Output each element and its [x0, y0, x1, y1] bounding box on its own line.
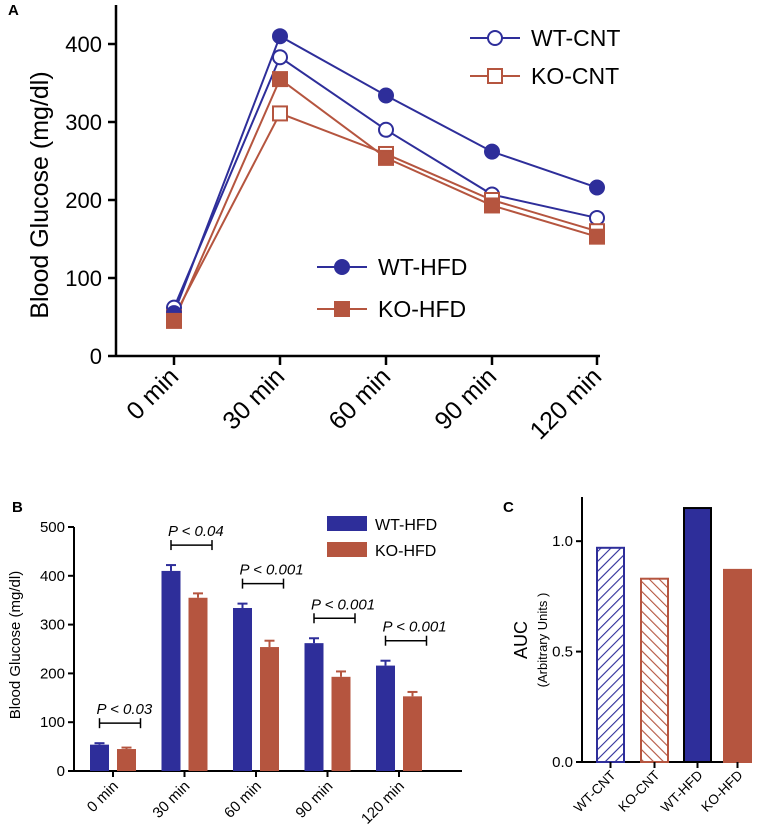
- panel-b-y-tick-label: 200: [40, 665, 65, 682]
- panel-b-p-value: P < 0.001: [311, 596, 375, 613]
- panel-c-bar-wt-cnt: [596, 546, 625, 764]
- panel-b-p-value: P < 0.001: [383, 619, 447, 636]
- panel-c-y-axis-label: AUC: [511, 621, 531, 659]
- panel-a-legend-label-ko-cnt: KO-CNT: [531, 63, 619, 89]
- panel-c-y-tick-label: 0.5: [552, 644, 573, 661]
- panel-a-line-chart: Blood Glucose (mg/dl) 0 100 200 300 400 0 min…: [26, 5, 620, 445]
- panel-b-x-tick-label: 60 min: [221, 778, 265, 822]
- panel-c-y-tick-label: 1.0: [552, 533, 573, 550]
- panel-b-bar-wt-hfd: [376, 665, 395, 771]
- panel-b-x-tick-label: 30 min: [149, 778, 193, 822]
- panel-label-a: A: [8, 2, 19, 19]
- panel-a-legend-marker-wt-hfd: [334, 259, 350, 275]
- panel-a-point-wt-hfd: [589, 179, 605, 196]
- panel-a-point-ko-cnt: [272, 105, 288, 122]
- panel-c-x-tick-label: KO-CNT: [615, 768, 662, 815]
- panel-b-x-tick-label: 0 min: [84, 778, 122, 816]
- panel-c-y-axis-sublabel: (Arbitrary Units ): [535, 593, 550, 688]
- panel-b-p-value: P < 0.04: [168, 523, 224, 540]
- panel-a-point-ko-hfd: [589, 228, 605, 245]
- panel-a-point-ko-hfd: [378, 149, 394, 166]
- panel-a-x-tick-label: 120 min: [525, 362, 608, 445]
- panel-a-point-ko-hfd: [272, 71, 288, 88]
- panel-b-bar-wt-hfd: [90, 744, 109, 771]
- panel-a-point-wt-cnt: [272, 49, 288, 66]
- panel-a-point-wt-hfd: [378, 87, 394, 104]
- panel-a-y-tick-label: 100: [65, 266, 102, 291]
- panel-a-line-ko-cnt: [173, 112, 598, 318]
- panel-a-point-ko-hfd: [166, 312, 182, 329]
- panel-b-legend-label-wt-hfd: WT-HFD: [375, 517, 437, 534]
- panel-b-bar-wt-hfd: [304, 643, 324, 771]
- panel-a-point-wt-cnt: [378, 121, 394, 138]
- panel-b-bar-ko-hfd: [331, 676, 351, 771]
- panel-a-legend-label-wt-hfd: WT-HFD: [378, 254, 467, 280]
- panel-b-bar-ko-hfd: [260, 647, 279, 771]
- panel-b-y-tick-label: 400: [40, 568, 65, 585]
- panel-a-y-tick-label: 0: [90, 344, 102, 369]
- panel-b-x-tick-label: 120 min: [358, 778, 408, 828]
- panel-b-bar-chart: Blood Glucose (mg/dl) 0 100 200 300 400 500 0 …: [7, 516, 462, 828]
- panel-a-y-tick-label: 300: [65, 110, 102, 135]
- panel-c-bar-wt-hfd: [683, 507, 712, 763]
- panel-b-bar-ko-hfd: [403, 696, 422, 771]
- panel-a-point-wt-hfd: [484, 143, 500, 160]
- panel-a-x-tick-label: 90 min: [429, 362, 502, 435]
- panel-a-x-tick-label: 60 min: [323, 362, 396, 435]
- panel-b-p-value: P < 0.001: [240, 562, 304, 579]
- panel-c-y-tick-label: 0.0: [552, 754, 573, 771]
- panel-label-b: B: [12, 499, 23, 516]
- panel-a-legend-marker-wt-cnt: [487, 30, 503, 46]
- panel-a-point-wt-hfd: [272, 28, 288, 45]
- panel-a-point-wt-cnt: [589, 209, 605, 226]
- panel-b-y-axis-label: Blood Glucose (mg/dl): [7, 571, 24, 719]
- panel-a-line-ko-hfd: [173, 77, 598, 322]
- panel-b-y-tick-label: 0: [57, 763, 65, 780]
- panel-c-x-tick-label: WT-HFD: [658, 767, 706, 815]
- panel-a-y-tick-label: 200: [65, 188, 102, 213]
- panel-a-y-axis-label: Blood Glucose (mg/dl): [26, 71, 54, 318]
- panel-b-bar-ko-hfd: [188, 597, 208, 771]
- panel-b-legend-label-ko-hfd: KO-HFD: [375, 543, 436, 560]
- panel-b-bar-wt-hfd: [161, 570, 181, 771]
- panel-b-y-tick-label: 300: [40, 617, 65, 634]
- panel-b-bar-wt-hfd: [233, 608, 252, 771]
- panel-a-x-tick-label: 30 min: [217, 362, 290, 435]
- panel-a-legend-label-wt-cnt: WT-CNT: [531, 25, 620, 51]
- panel-c-x-tick-label: WT-CNT: [571, 768, 619, 816]
- panel-c-bar-ko-cnt: [640, 577, 669, 763]
- panel-b-bar-ko-hfd: [117, 749, 136, 771]
- panel-b-x-tick-label: 90 min: [292, 778, 336, 822]
- panel-a-legend-label-ko-hfd: KO-HFD: [378, 296, 466, 322]
- panel-b-y-tick-label: 100: [40, 714, 65, 731]
- panel-a-x-tick-label: 0 min: [121, 362, 184, 425]
- panel-b-legend-swatch-wt-hfd: [327, 516, 367, 531]
- panel-b-p-value: P < 0.03: [97, 701, 153, 718]
- panel-b-y-tick-label: 500: [40, 519, 65, 536]
- panel-label-c: C: [503, 499, 514, 516]
- panel-c-bar-ko-hfd: [723, 568, 752, 763]
- panel-a-legend-marker-ko-hfd: [334, 301, 350, 317]
- panel-a-y-tick-label: 400: [65, 32, 102, 57]
- panel-c-x-tick-label: KO-HFD: [698, 767, 745, 814]
- panel-a-legend-marker-ko-cnt: [487, 68, 503, 84]
- panel-b-legend-swatch-ko-hfd: [327, 542, 367, 557]
- panel-c-bar-chart: AUC (Arbitrary Units ) 0.00.51.0WT-CNTKO…: [511, 497, 752, 815]
- panel-a-point-ko-hfd: [484, 197, 500, 214]
